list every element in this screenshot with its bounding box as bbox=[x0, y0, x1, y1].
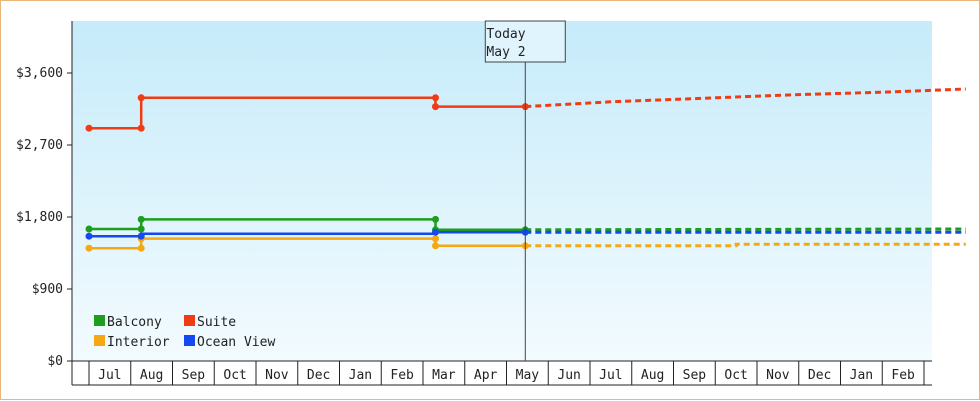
legend-label: Interior bbox=[107, 335, 170, 350]
legend-item-suite: Suite bbox=[184, 315, 236, 330]
x-tick-label: Mar bbox=[432, 368, 456, 383]
x-tick-label: Oct bbox=[223, 368, 246, 383]
data-point bbox=[137, 124, 145, 132]
today-box bbox=[484, 20, 566, 63]
today-label: Today bbox=[486, 27, 525, 42]
data-point bbox=[432, 242, 439, 250]
data-point bbox=[432, 215, 439, 223]
today-date: May 2 bbox=[486, 45, 525, 60]
legend-swatch bbox=[94, 315, 105, 326]
legend-label: Suite bbox=[197, 315, 236, 330]
data-point bbox=[137, 94, 145, 102]
legend-label: Ocean View bbox=[197, 335, 275, 350]
data-point bbox=[432, 228, 439, 236]
data-point bbox=[137, 225, 145, 233]
x-tick-label: Nov bbox=[766, 368, 790, 383]
series-suite-forecast bbox=[525, 87, 966, 109]
x-tick-label: Jan bbox=[850, 368, 873, 383]
legend-item-balcony: Balcony bbox=[94, 315, 162, 330]
data-point bbox=[85, 225, 93, 233]
x-tick-label: Oct bbox=[724, 368, 747, 383]
x-tick-label: Jun bbox=[557, 368, 580, 383]
legend-item-interior: Interior bbox=[94, 335, 170, 350]
legend-item-ocean-view: Ocean View bbox=[184, 335, 275, 350]
data-point bbox=[432, 94, 439, 102]
x-tick-label: Dec bbox=[307, 368, 330, 383]
series-suite bbox=[85, 87, 966, 132]
data-point bbox=[137, 215, 145, 223]
x-tick-label: Jul bbox=[599, 368, 622, 383]
series-balcony-line bbox=[89, 218, 526, 232]
legend-label: Balcony bbox=[107, 315, 162, 330]
series-interior-line bbox=[89, 237, 526, 250]
y-tick-label: $2,700 bbox=[16, 138, 63, 153]
x-tick-label: Dec bbox=[808, 368, 831, 383]
legend-swatch bbox=[184, 315, 195, 326]
data-point bbox=[85, 124, 93, 132]
x-tick-label: Apr bbox=[474, 368, 498, 383]
data-point bbox=[137, 244, 145, 252]
series-interior-forecast bbox=[525, 242, 966, 248]
legend-swatch bbox=[184, 335, 195, 346]
series-balcony-forecast bbox=[525, 227, 966, 232]
x-ticks: Jul Aug Sep Oct Nov Dec Jan Feb Mar Apr May Jun Jul A… bbox=[71, 361, 932, 386]
legend-swatch bbox=[94, 335, 105, 346]
series-suite-line bbox=[89, 96, 526, 130]
x-tick-label: Sep bbox=[683, 368, 707, 383]
x-tick-label: Jul bbox=[98, 368, 121, 383]
data-point bbox=[137, 232, 145, 240]
y-tick-label: $1,800 bbox=[16, 210, 63, 225]
plot-area bbox=[72, 21, 932, 361]
data-point bbox=[432, 235, 439, 243]
x-tick-label: Feb bbox=[891, 368, 915, 383]
data-point bbox=[85, 232, 93, 240]
today-marker: Today May 2 bbox=[484, 20, 566, 361]
x-tick-label: Jan bbox=[349, 368, 372, 383]
data-point bbox=[432, 103, 439, 111]
y-ticks: $0 $900 $1,800 $2,700 $3,600 bbox=[16, 66, 72, 369]
y-tick-label: $0 bbox=[47, 354, 63, 369]
x-tick-label: Nov bbox=[265, 368, 289, 383]
axes-layer bbox=[71, 21, 932, 362]
series-layer bbox=[85, 87, 966, 252]
x-tick-label: Aug bbox=[641, 368, 664, 383]
series-ocean-view-line bbox=[89, 230, 526, 238]
x-tick-label: Sep bbox=[182, 368, 206, 383]
x-tick-label: Aug bbox=[140, 368, 163, 383]
data-point bbox=[85, 244, 93, 252]
legend: Balcony Suite Interior Ocean View bbox=[94, 315, 275, 350]
y-tick-label: $3,600 bbox=[16, 66, 63, 81]
x-tick-label: Feb bbox=[390, 368, 414, 383]
y-tick-label: $900 bbox=[32, 282, 63, 297]
x-tick-label: May bbox=[516, 368, 540, 383]
series-ocean-view bbox=[85, 228, 966, 240]
